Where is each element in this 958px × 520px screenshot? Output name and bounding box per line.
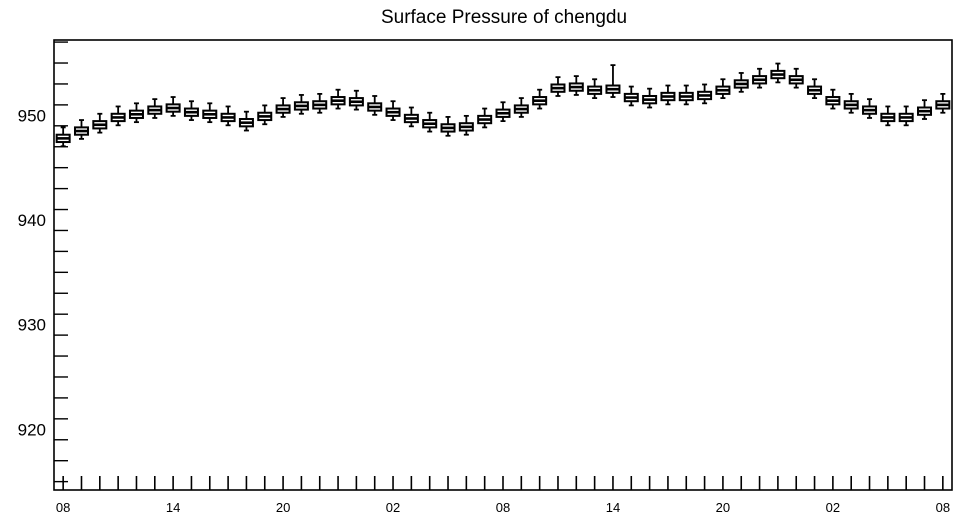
box-23 xyxy=(477,107,493,129)
box-15 xyxy=(330,88,346,110)
box-30 xyxy=(605,64,621,98)
box-9 xyxy=(220,105,236,127)
box-37 xyxy=(733,72,749,93)
box-5 xyxy=(147,98,163,119)
box-31 xyxy=(623,85,639,107)
box-2 xyxy=(92,112,108,134)
x-axis: 08 14 20 02 08 14 20 02 08 xyxy=(56,476,950,515)
box-10 xyxy=(238,110,254,132)
box-48 xyxy=(935,92,951,114)
x-tick-label: 08 xyxy=(936,500,950,515)
box-34 xyxy=(678,84,694,106)
chart-title: Surface Pressure of chengdu xyxy=(381,7,627,28)
box-43 xyxy=(843,92,859,114)
box-36 xyxy=(715,78,731,99)
y-tick-label: 930 xyxy=(18,316,46,335)
x-tick-label: 20 xyxy=(276,500,290,515)
x-tick-label: 14 xyxy=(606,500,620,515)
box-0 xyxy=(55,126,71,148)
box-27 xyxy=(550,76,566,97)
box-17 xyxy=(367,95,383,116)
box-1 xyxy=(73,119,89,140)
box-24 xyxy=(495,101,511,123)
box-39 xyxy=(770,62,786,84)
box-14 xyxy=(312,92,328,114)
box-42 xyxy=(825,88,841,110)
box-25 xyxy=(513,97,529,118)
y-tick-label: 940 xyxy=(18,211,46,230)
box-45 xyxy=(880,105,896,127)
box-33 xyxy=(660,84,676,106)
box-38 xyxy=(752,67,768,89)
box-35 xyxy=(697,83,713,105)
box-16 xyxy=(348,89,364,111)
box-47 xyxy=(917,99,933,120)
box-29 xyxy=(587,78,603,99)
box-28 xyxy=(568,75,584,96)
box-20 xyxy=(422,111,438,133)
x-tick-label: 02 xyxy=(386,500,400,515)
y-tick-label: 950 xyxy=(18,106,46,125)
box-13 xyxy=(293,94,309,115)
box-3 xyxy=(110,105,126,127)
box-26 xyxy=(532,88,548,110)
x-tick-label: 08 xyxy=(496,500,510,515)
box-44 xyxy=(862,98,878,119)
box-8 xyxy=(202,102,218,124)
box-7 xyxy=(183,100,199,121)
x-tick-label: 20 xyxy=(716,500,730,515)
box-41 xyxy=(807,78,823,99)
box-6 xyxy=(165,96,181,117)
box-32 xyxy=(642,87,658,109)
y-axis: 920 930 940 950 xyxy=(18,41,68,483)
y-tick-label: 920 xyxy=(18,420,46,439)
box-40 xyxy=(788,67,804,89)
box-4 xyxy=(128,102,144,124)
box-11 xyxy=(257,104,273,126)
box-18 xyxy=(385,100,401,121)
x-tick-label: 02 xyxy=(826,500,840,515)
box-12 xyxy=(275,97,291,118)
x-tick-label: 14 xyxy=(166,500,180,515)
box-22 xyxy=(458,114,474,136)
x-tick-label: 08 xyxy=(56,500,70,515)
box-19 xyxy=(403,106,419,128)
box-46 xyxy=(898,105,914,127)
box-21 xyxy=(440,116,456,137)
box-series xyxy=(55,62,951,148)
